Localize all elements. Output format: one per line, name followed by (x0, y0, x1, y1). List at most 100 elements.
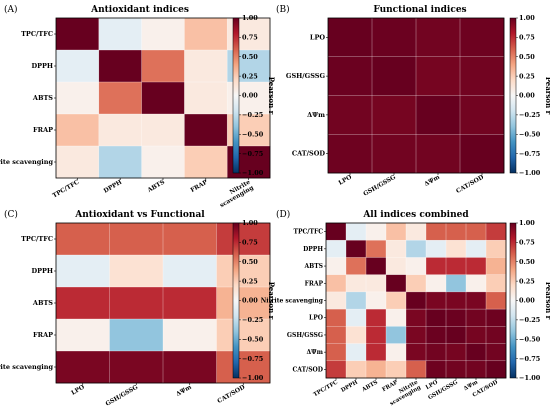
heatmap-cell (163, 351, 217, 384)
heatmap-cell (426, 257, 447, 275)
row-label: ABTS (32, 299, 53, 307)
heatmap-cell (328, 95, 373, 135)
row-label: DPPH (31, 267, 53, 275)
row-label: TPC/TFC (21, 30, 53, 38)
heatmap-cell (366, 326, 387, 344)
heatmap-cell (466, 291, 487, 310)
panel-4: (D) All indices combinedTPC/TFCDPPHABTSFR… (261, 209, 550, 407)
colorbar (232, 17, 240, 174)
row-label: ΔΨm (307, 111, 325, 119)
column-label: CAT/SOD (455, 174, 485, 195)
heatmap-cell (216, 287, 271, 320)
colorbar-tick-label: −0.75 (519, 355, 541, 363)
heatmap-cell (446, 274, 467, 293)
heatmap-cell (366, 240, 387, 258)
heatmap-cell (184, 82, 228, 115)
heatmap-cell (406, 274, 427, 293)
heatmap-cell (109, 223, 164, 256)
heatmap-cell (163, 255, 217, 288)
heatmap-cell (366, 309, 387, 327)
panel-letter: (D) (276, 209, 290, 220)
row-label: LPO (310, 33, 325, 41)
heatmap-cell (56, 82, 100, 115)
colorbar-tick-label: −0.75 (242, 150, 264, 158)
heatmap-cell (446, 343, 467, 362)
heatmap-cell (406, 240, 427, 258)
heatmap-cell (446, 223, 467, 241)
panel-letter: (C) (4, 209, 18, 220)
heatmap-cell (460, 56, 505, 96)
heatmap-cell (366, 291, 387, 310)
heatmap-cell (163, 319, 217, 352)
column-label: TPC/TFC (313, 379, 340, 398)
colorbar-tick-label: −0.25 (519, 316, 541, 324)
row-label: DPPH (303, 246, 323, 253)
heatmap-cell (141, 50, 185, 83)
heatmap-cell (386, 343, 407, 362)
colorbar-tick-label: 0.50 (242, 53, 258, 61)
heatmap-cell (426, 274, 447, 293)
colorbar-tick-label: 0.25 (242, 72, 258, 80)
column-label: ABTS (146, 179, 166, 195)
heatmap-cell (346, 240, 367, 258)
heatmap-cell (346, 360, 367, 379)
heatmap-cell (366, 257, 387, 275)
colorbar-tick-label: 0.50 (519, 258, 535, 266)
row-label: TPC/TFC (294, 229, 324, 236)
row-label: Nitrite scavenging (0, 158, 53, 166)
heatmap-cell (98, 114, 142, 147)
panel-title: Antioxidant vs Functional (74, 210, 205, 220)
heatmap-cell (372, 134, 417, 174)
heatmap-cell (446, 360, 467, 379)
heatmap-cell (56, 351, 110, 384)
colorbar-tick-label: −0.25 (519, 111, 541, 119)
row-label: GSH/GSSG (286, 72, 326, 80)
colorbar (509, 17, 517, 174)
heatmap-cell (372, 56, 417, 96)
heatmap-cell (460, 95, 505, 135)
colorbar-tick-label: −0.25 (242, 316, 264, 324)
column-label: GSH/GSSG (104, 384, 139, 408)
heatmap-cell (486, 343, 507, 362)
heatmap-cell (486, 223, 507, 241)
heatmap-cell (406, 257, 427, 275)
heatmap-cell (466, 326, 487, 344)
heatmap-cell (366, 343, 387, 362)
heatmap-cell (486, 240, 507, 258)
heatmap-cell (98, 146, 142, 179)
row-label: CAT/SOD (292, 150, 325, 158)
panel-letter: (A) (4, 4, 18, 15)
column-label: DPPH (340, 380, 359, 394)
heatmap-cell (163, 287, 217, 320)
heatmap-cell (426, 291, 447, 310)
heatmap-cell (460, 18, 505, 58)
heatmap-cell (141, 18, 185, 51)
heatmap-cell (326, 360, 347, 379)
heatmap-cell (486, 326, 507, 344)
heatmap-cell (366, 274, 387, 293)
colorbar-tick-label: 0.25 (519, 277, 535, 285)
column-label: FRAP (189, 178, 209, 194)
colorbar-tick-label: −1.00 (519, 169, 541, 177)
heatmap-cell (109, 287, 164, 320)
column-label: GSH/GSSG (362, 174, 397, 198)
heatmap-cell (466, 257, 487, 275)
row-label: ABTS (32, 94, 53, 102)
heatmap-cell (466, 223, 487, 241)
heatmap-cell (446, 257, 467, 275)
column-label: TPC/TFC (51, 179, 80, 200)
heatmap-cell (326, 343, 347, 362)
heatmap-cell (416, 95, 461, 135)
row-label: Nitrite scavenging (261, 298, 324, 305)
heatmap-cell (486, 274, 507, 293)
heatmap-cell (366, 360, 387, 379)
row-label: ΔΨm (307, 349, 324, 356)
heatmap-cell (141, 114, 185, 147)
heatmap-cell (416, 18, 461, 58)
colorbar (232, 222, 240, 379)
colorbar-tick-label: 0.25 (242, 277, 258, 285)
heatmap-cell (386, 257, 407, 275)
heatmap-frame (327, 17, 505, 174)
heatmap-cell (416, 134, 461, 174)
colorbar-tick-label: 0.50 (242, 258, 258, 266)
